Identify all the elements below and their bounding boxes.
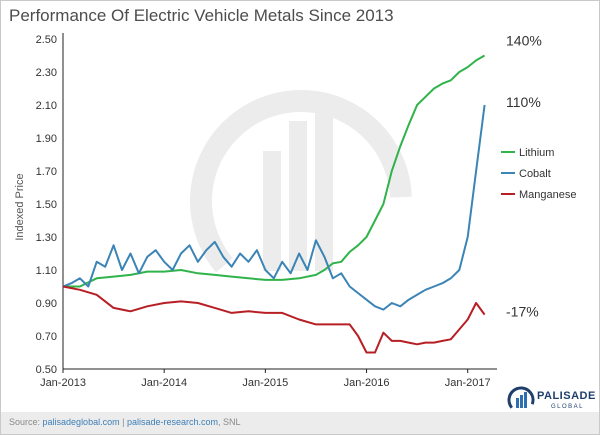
y-tick-label: 0.90: [36, 298, 57, 310]
y-tick-label: 2.50: [36, 34, 57, 46]
source-link-palisade-research[interactable]: palisade-research.com: [126, 417, 218, 427]
x-tick-label: Jan-2014: [141, 377, 187, 389]
y-tick-label: 1.10: [36, 265, 57, 277]
legend: Lithium Cobalt Manganese: [501, 147, 577, 201]
palisade-logo: PALISADE GLOBAL: [507, 386, 595, 416]
end-label-cobalt: 110%: [506, 94, 541, 110]
palisade-logo-icon: [507, 386, 535, 414]
source-suffix: , SNL: [217, 417, 241, 427]
y-tick-label: 1.90: [36, 133, 57, 145]
x-tick-label: Jan-2016: [344, 377, 390, 389]
x-tick-label: Jan-2015: [242, 377, 288, 389]
legend-label-cobalt: Cobalt: [519, 168, 551, 180]
logo-sub: GLOBAL: [551, 404, 585, 410]
series-line-cobalt: [62, 104, 486, 311]
y-tick-label: 1.30: [36, 232, 57, 244]
x-tick-label: Jan-2013: [40, 377, 86, 389]
y-tick-label: 1.50: [36, 199, 57, 211]
end-labels: 140% 110% -17%: [506, 33, 542, 320]
source-prefix: Source:: [9, 417, 43, 427]
source-line: Source: palisadeglobal.com | palisade-re…: [9, 417, 241, 427]
y-tick-label: 0.70: [36, 331, 57, 343]
legend-label-lithium: Lithium: [519, 147, 554, 159]
series-line-lithium: [63, 54, 486, 288]
end-label-lithium: 140%: [506, 33, 542, 49]
logo-name: PALISADE: [537, 390, 596, 402]
end-label-manganese: -17%: [506, 304, 539, 320]
y-tick-label: 2.10: [36, 100, 57, 112]
chart-title: Performance Of Electric Vehicle Metals S…: [9, 6, 394, 25]
footer-bar: Source: palisadeglobal.com | palisade-re…: [1, 412, 599, 434]
y-tick-label: 1.70: [36, 166, 57, 178]
series-line-manganese: [62, 285, 486, 354]
series-lines: [62, 54, 486, 354]
y-tick-label: 2.30: [36, 67, 57, 79]
axes: [62, 33, 497, 370]
x-tick-label: Jan-2017: [445, 377, 491, 389]
y-tick-labels: 0.50 0.70 0.90 1.10 1.30 1.50 1.70 1.90 2.10 2.30…: [36, 34, 57, 376]
chart-plot: 0.50 0.70 0.90 1.10 1.30 1.50 1.70 1.90 2.10 2.30…: [36, 33, 577, 390]
y-tick-label: 0.50: [36, 364, 57, 376]
legend-label-manganese: Manganese: [519, 189, 577, 201]
source-link-palisadeglobal[interactable]: palisadeglobal.com: [42, 417, 120, 427]
x-tick-labels: Jan-2013 Jan-2014 Jan-2015 Jan-2016 Jan-2017: [40, 369, 491, 389]
watermark-logo: [190, 90, 412, 312]
source-separator: |: [119, 417, 127, 427]
